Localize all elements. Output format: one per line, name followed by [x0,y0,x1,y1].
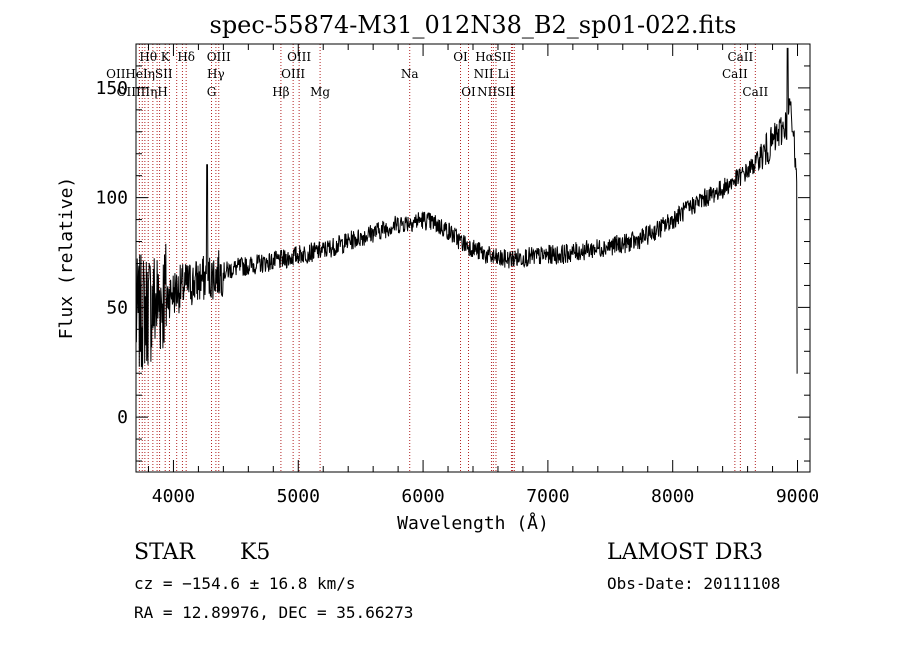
chart-title: spec-55874-M31_012N38_B2_sp01-022.fits [210,11,737,39]
object-class: STAR [134,540,195,565]
line-label: HαSII [475,50,512,64]
line-label: CaII [727,50,753,64]
emission-line-markers [138,44,756,472]
y-tick-label: 150 [95,78,128,99]
x-tick-label: 7000 [526,486,569,507]
survey-name: LAMOST DR3 [607,540,763,565]
line-label: OIII [281,67,305,81]
line-label: OIII [287,50,311,64]
line-label: G [207,85,217,99]
plot-frame [135,43,811,473]
y-axis-ticks: 0 50 100 150 [95,65,810,462]
line-label: NIISII [477,85,515,99]
line-label: K [161,50,171,64]
line-label: CaII [742,85,768,99]
line-label: Hδ [177,50,195,64]
y-tick-label: 100 [95,188,128,209]
line-label: Hβ [272,85,289,99]
object-subclass: K5 [240,540,271,565]
x-tick-label: 5000 [277,486,320,507]
line-label: Mg [310,85,330,99]
line-label: Hγ [207,67,225,81]
y-axis-label: Flux (relative) [56,177,77,340]
sky-coordinates: RA = 12.89976, DEC = 35.66273 [134,603,414,622]
line-label: NII Li [474,67,510,81]
line-label: Na [401,67,419,81]
x-tick-label: 8000 [651,486,694,507]
line-label: OI [453,50,468,64]
x-axis-label: Wavelength (Å) [397,512,549,534]
x-tick-label: 6000 [401,486,444,507]
line-label: OIIHeIηSII [106,67,173,81]
line-label: OIII [207,50,231,64]
line-label: CaII [722,67,748,81]
observation-date: Obs-Date: 20111108 [607,574,781,593]
line-label: OIIIIIηH [117,85,168,99]
redshift-velocity: cz = −154.6 ± 16.8 km/s [134,574,356,593]
spectrum-line [135,47,798,374]
line-label: Hθ [139,50,157,64]
x-axis-ticks: 4000 5000 6000 7000 8000 9000 [147,44,819,507]
x-tick-label: 4000 [152,486,195,507]
emission-line-labels: Hθ K Hδ OIII OIII OI HαSII CaII OIIHeIηSII Hγ OIII… [106,50,768,99]
y-tick-label: 0 [117,407,128,428]
x-tick-label: 9000 [776,486,819,507]
line-label: OI [461,85,476,99]
y-tick-label: 50 [106,297,128,318]
